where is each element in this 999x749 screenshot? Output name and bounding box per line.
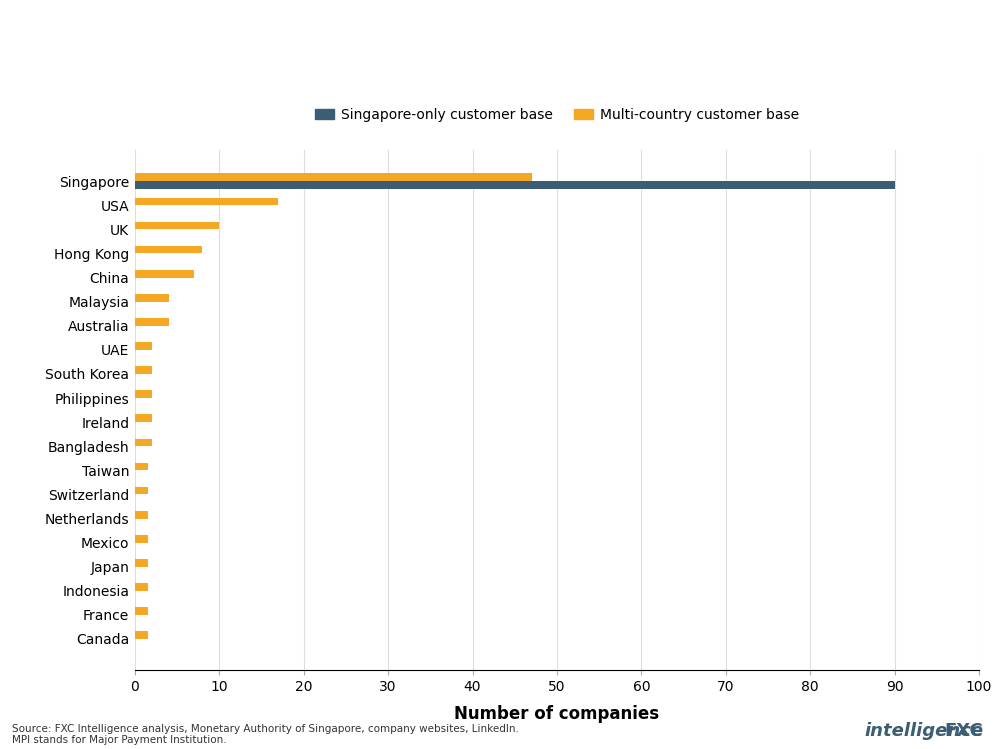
Bar [135, 631, 148, 639]
Bar [135, 198, 279, 205]
Legend: Singapore-only customer base, Multi-country customer base: Singapore-only customer base, Multi-coun… [315, 108, 799, 122]
Text: intelligence: intelligence [865, 722, 984, 740]
Bar [135, 318, 169, 326]
Bar [135, 583, 148, 591]
Bar [135, 511, 148, 518]
Text: Source: FXC Intelligence analysis, Monetary Authority of Singapore, company webs: Source: FXC Intelligence analysis, Monet… [12, 724, 518, 745]
Text: Number of companies headquartered in different countries with MPI licences: Number of companies headquartered in dif… [12, 79, 705, 97]
Bar [135, 487, 148, 494]
Bar [135, 294, 169, 302]
Bar [135, 222, 220, 229]
Bar [135, 438, 152, 446]
Bar [135, 390, 152, 398]
Bar [135, 607, 148, 615]
Bar [135, 559, 148, 567]
Bar [135, 174, 531, 181]
Bar [135, 246, 203, 253]
X-axis label: Number of companies: Number of companies [455, 706, 659, 724]
Text: Parent HQ locations of Singapore MPI licence holders: Parent HQ locations of Singapore MPI lic… [12, 23, 890, 51]
Bar [135, 414, 152, 422]
Bar [135, 463, 148, 470]
Bar [135, 270, 194, 278]
Bar [135, 535, 148, 542]
Bar [135, 366, 152, 374]
Text: FXC: FXC [944, 722, 983, 740]
Bar [135, 342, 152, 350]
Bar [135, 181, 895, 189]
